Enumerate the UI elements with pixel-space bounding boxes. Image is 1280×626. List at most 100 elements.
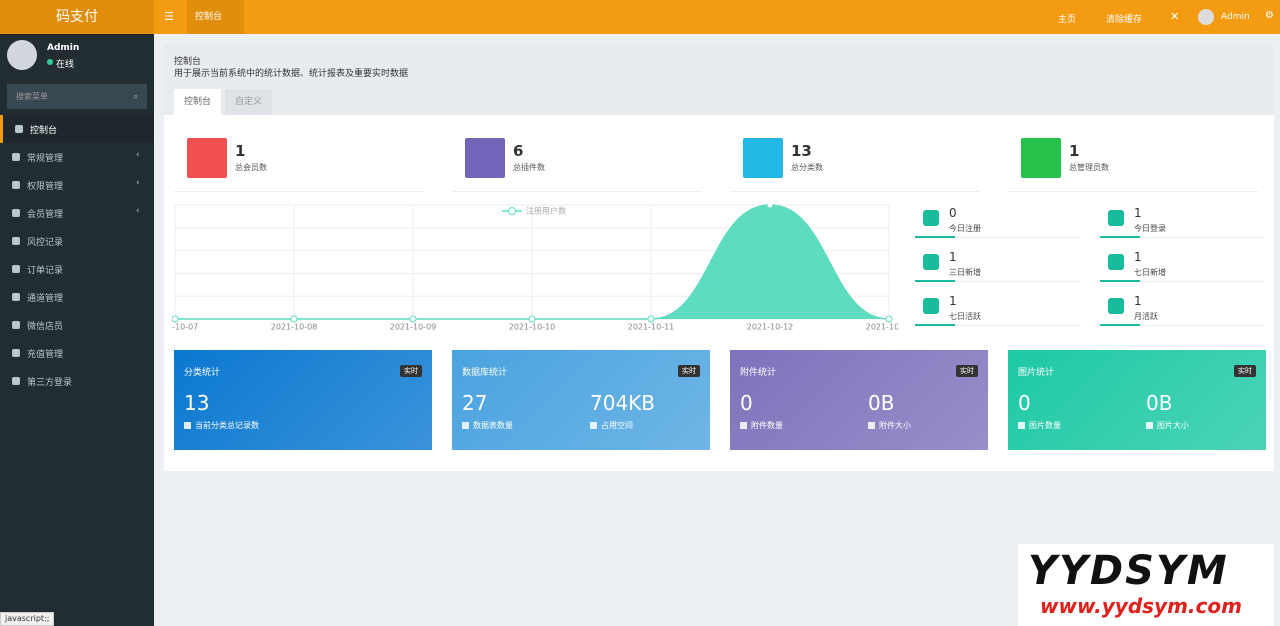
stat-label: 总分类数 xyxy=(791,163,823,172)
x-tick-label: 2021-10-08 xyxy=(271,323,318,332)
card-label: 数据表数量 xyxy=(473,421,513,430)
menu-item[interactable]: 第三方登录 xyxy=(0,367,154,395)
card-badge: 实时 xyxy=(1234,365,1256,377)
card-value: 704KB xyxy=(590,391,656,415)
menu-item[interactable]: 权限管理 ‹ xyxy=(0,171,154,199)
card-title: 数据库统计 xyxy=(462,368,508,378)
menu-icon xyxy=(12,349,20,357)
card-value: 0B xyxy=(1146,391,1173,415)
menu-icon xyxy=(12,321,20,329)
mini-label: 七日活跃 xyxy=(949,312,981,321)
menu-label: 第三方登录 xyxy=(27,378,73,388)
card-badge: 实时 xyxy=(678,365,700,377)
x-tick-label: 2021-10-07 xyxy=(172,323,198,332)
tab[interactable]: 自定义 xyxy=(225,89,272,115)
top-link[interactable]: 主页 xyxy=(1058,15,1077,25)
mini-icon xyxy=(1108,298,1124,314)
settings-icon[interactable]: ⚙ xyxy=(1265,10,1274,21)
card-label-icon xyxy=(740,422,747,429)
menu-item[interactable]: 通道管理 xyxy=(0,283,154,311)
stat-card: 图片统计 实时 0 图片数量 0B 图片大小 xyxy=(1008,350,1266,450)
stat-icon xyxy=(187,138,227,178)
mini-label: 今日登录 xyxy=(1134,224,1166,233)
menu-item[interactable]: 微信店员 xyxy=(0,311,154,339)
card-label-icon xyxy=(1146,422,1153,429)
stat-value: 1 xyxy=(235,142,246,160)
mini-value: 1 xyxy=(949,294,957,308)
menu-item[interactable]: 订单记录 xyxy=(0,255,154,283)
menu-item[interactable]: 充值管理 xyxy=(0,339,154,367)
menu-icon xyxy=(12,293,20,301)
panel-header: 控制台 用于展示当前系统中的统计数据、统计报表及重要实时数据 控制台 自定义 xyxy=(164,44,1274,115)
mini-icon xyxy=(923,254,939,270)
x-tick-label: 2021-10-10 xyxy=(509,323,556,332)
sidebar-user: Admin xyxy=(47,43,80,53)
card-label: 附件大小 xyxy=(879,421,911,430)
mini-accent xyxy=(915,236,955,238)
card-badge: 实时 xyxy=(400,365,422,377)
stat-label: 总会员数 xyxy=(235,163,267,172)
search-icon: ⌕ xyxy=(133,92,138,101)
card-value: 13 xyxy=(184,391,210,415)
menu-label: 充值管理 xyxy=(27,350,64,360)
card-label-icon xyxy=(1018,422,1025,429)
legend-label: 注册用户数 xyxy=(526,206,566,216)
stat-card: 数据库统计 实时 27 数据表数量 704KB 占用空间 xyxy=(452,350,710,450)
mini-divider xyxy=(1100,281,1265,282)
avatar[interactable] xyxy=(1198,9,1214,25)
mini-value: 0 xyxy=(949,206,957,220)
top-link[interactable]: 清除缓存 xyxy=(1106,15,1143,25)
menu-item[interactable]: 会员管理 ‹ xyxy=(0,199,154,227)
logo: 码支付 xyxy=(0,0,154,34)
menu-label: 订单记录 xyxy=(27,266,64,276)
watermark-brand: YYDSYM xyxy=(1028,548,1229,594)
menu-toggle[interactable]: ☰ xyxy=(164,10,174,23)
menu-item[interactable]: 风控记录 xyxy=(0,227,154,255)
menu-icon xyxy=(12,265,20,273)
card-label-icon xyxy=(868,422,875,429)
card-label-icon xyxy=(590,422,597,429)
menu-label: 风控记录 xyxy=(27,238,64,248)
mini-value: 1 xyxy=(1134,294,1142,308)
mini-accent xyxy=(915,324,955,326)
point xyxy=(885,315,893,323)
mini-value: 1 xyxy=(949,250,957,264)
stat-divider xyxy=(1008,191,1258,192)
menu-label: 微信店员 xyxy=(27,322,64,332)
menu-icon xyxy=(12,377,20,385)
fullscreen-icon[interactable]: ✕ xyxy=(1170,10,1180,23)
card-label: 图片大小 xyxy=(1157,421,1189,430)
menu-item[interactable]: 控制台 xyxy=(0,115,154,143)
mini-accent xyxy=(915,280,955,282)
menu-icon xyxy=(12,209,20,217)
area xyxy=(175,205,889,319)
point xyxy=(172,315,179,323)
search-placeholder: 搜索菜单 xyxy=(16,92,48,101)
card-title: 附件统计 xyxy=(740,368,777,378)
mini-label: 月活跃 xyxy=(1134,312,1158,321)
top-user[interactable]: Admin xyxy=(1221,12,1250,22)
watermark-url: www.yydsym.com xyxy=(1040,594,1242,618)
content-panel: 控制台 用于展示当前系统中的统计数据、统计报表及重要实时数据 控制台 自定义 2… xyxy=(164,44,1274,471)
menu-arrow: ‹ xyxy=(136,206,140,216)
tab-text: 控制台 xyxy=(195,12,223,22)
menu-label: 通道管理 xyxy=(27,294,64,304)
tab[interactable]: 控制台 xyxy=(174,89,221,115)
menu-label: 常规管理 xyxy=(27,154,64,164)
search-box[interactable]: 搜索菜单 ⌕ xyxy=(7,84,147,109)
menu-icon xyxy=(15,125,23,133)
mini-divider xyxy=(1100,325,1265,326)
point xyxy=(766,204,774,209)
menu-label: 会员管理 xyxy=(27,210,64,220)
menu-arrow: ‹ xyxy=(136,178,140,188)
mini-icon xyxy=(1108,210,1124,226)
menu-icon xyxy=(12,153,20,161)
menu-item[interactable]: 常规管理 ‹ xyxy=(0,143,154,171)
top-tab[interactable]: 控制台 xyxy=(187,0,244,34)
card-value: 27 xyxy=(462,391,488,415)
mini-label: 三日新增 xyxy=(949,268,981,277)
mini-divider xyxy=(915,237,1080,238)
menu-icon xyxy=(12,181,20,189)
card-badge: 实时 xyxy=(956,365,978,377)
